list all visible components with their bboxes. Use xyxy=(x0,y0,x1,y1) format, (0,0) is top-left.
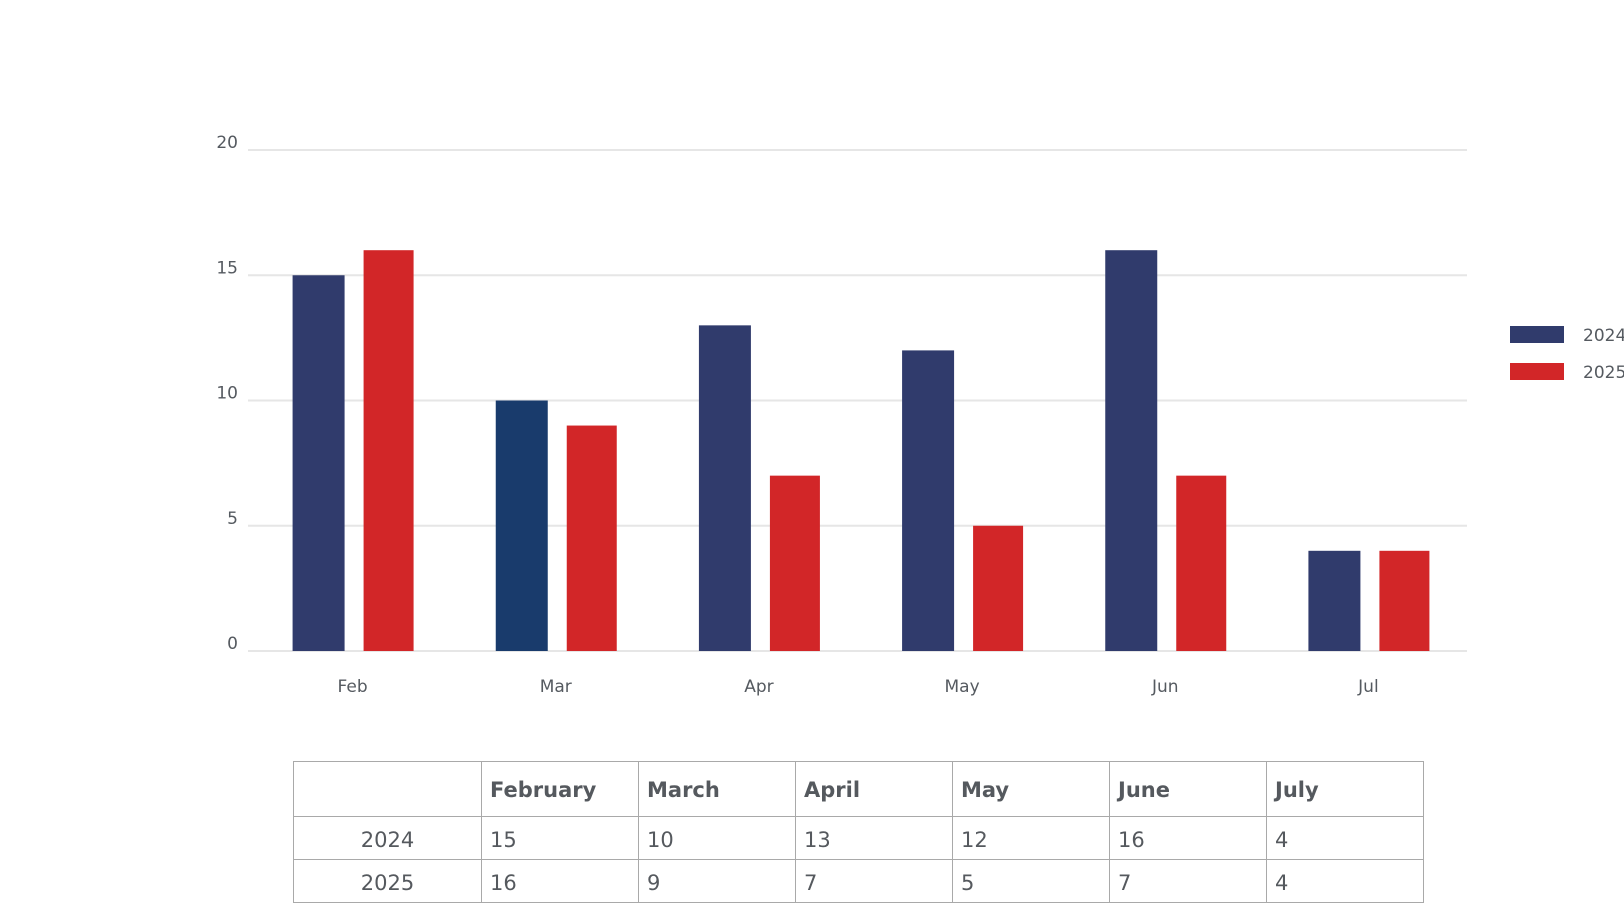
y-tick-label: 15 xyxy=(216,258,238,278)
x-axis-ticks: Feb Mar Apr May Jun Jul xyxy=(338,677,1379,697)
table-header-may: May xyxy=(952,761,1110,817)
x-tick-label: Apr xyxy=(744,677,773,697)
table-corner-cell xyxy=(293,761,482,817)
table-header-april: April xyxy=(795,761,953,817)
bar-2025-mar xyxy=(566,425,617,651)
gridlines xyxy=(248,149,1467,652)
legend-swatch xyxy=(1510,326,1564,343)
table-header-february: February xyxy=(481,761,639,817)
table-cell: 4 xyxy=(1266,816,1424,860)
bar-2025-apr xyxy=(769,475,820,651)
bar-2024-feb xyxy=(292,275,345,651)
y-tick-label: 10 xyxy=(216,384,238,404)
y-tick-label: 5 xyxy=(227,509,238,529)
bar-2024-apr xyxy=(698,325,751,651)
bar-2024-jun xyxy=(1105,250,1158,651)
x-tick-label: Mar xyxy=(540,677,572,697)
table-row: 2025 16 9 7 5 7 4 xyxy=(293,859,1424,903)
bar-2025-jul xyxy=(1379,550,1430,651)
legend: 2024 2025 xyxy=(1510,326,1624,383)
bar-2025-may xyxy=(973,525,1024,651)
table-cell: 5 xyxy=(952,859,1110,903)
table-cell: 4 xyxy=(1266,859,1424,903)
bar-2025-jun xyxy=(1176,475,1227,651)
legend-label: 2025 xyxy=(1583,363,1624,383)
table-row-label: 2024 xyxy=(293,816,482,860)
legend-label: 2024 xyxy=(1583,326,1624,346)
table-cell: 13 xyxy=(795,816,953,860)
x-tick-label: May xyxy=(945,677,980,697)
bar-2024-mar xyxy=(495,400,548,651)
table-header-march: March xyxy=(638,761,796,817)
table-cell: 7 xyxy=(1109,859,1267,903)
table-row-label: 2025 xyxy=(293,859,482,903)
bars xyxy=(292,250,1430,651)
y-tick-label: 0 xyxy=(227,634,238,654)
bar-2024-may xyxy=(902,350,955,651)
bar-chart: 0 5 10 15 20 Feb Mar Apr May Jun Jul 2024 2025 xyxy=(216,133,1624,697)
table-cell: 16 xyxy=(481,859,639,903)
y-axis-ticks: 0 5 10 15 20 xyxy=(216,133,238,654)
table-header-june: June xyxy=(1109,761,1267,817)
table-cell: 12 xyxy=(952,816,1110,860)
table-row: 2024 15 10 13 12 16 4 xyxy=(293,816,1424,860)
bar-2025-feb xyxy=(363,250,414,651)
table-cell: 16 xyxy=(1109,816,1267,860)
data-table: February March April May June July 2024 … xyxy=(293,761,1424,903)
table-cell: 7 xyxy=(795,859,953,903)
x-tick-label: Feb xyxy=(338,677,368,697)
x-tick-label: Jun xyxy=(1151,677,1179,697)
table-header-row: February March April May June July xyxy=(293,761,1424,817)
table-cell: 15 xyxy=(481,816,639,860)
bar-2024-jul xyxy=(1308,550,1361,651)
y-tick-label: 20 xyxy=(216,133,238,153)
legend-swatch xyxy=(1510,363,1564,380)
table-header-july: July xyxy=(1266,761,1424,817)
table-cell: 9 xyxy=(638,859,796,903)
table-cell: 10 xyxy=(638,816,796,860)
x-tick-label: Jul xyxy=(1357,677,1379,697)
